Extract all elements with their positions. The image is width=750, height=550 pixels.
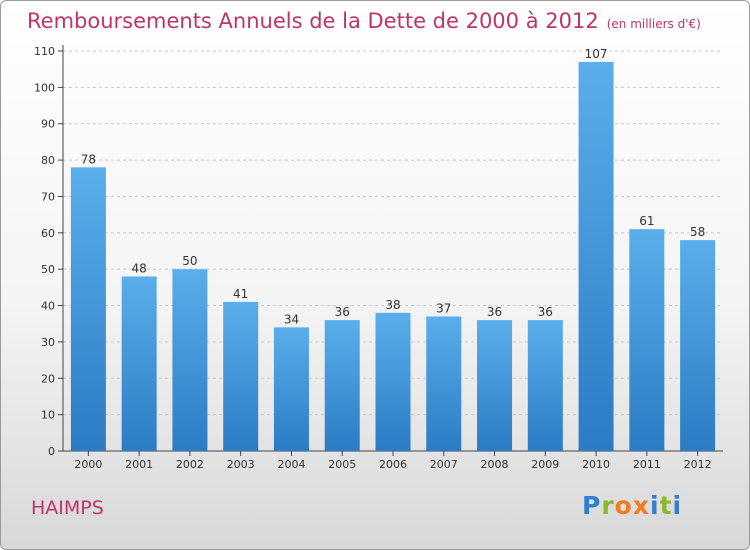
y-tick-label: 10 xyxy=(41,409,55,422)
y-tick-label: 90 xyxy=(41,118,55,131)
y-tick-label: 70 xyxy=(41,190,55,203)
data-label: 58 xyxy=(690,225,705,239)
y-tick-label: 100 xyxy=(34,81,55,94)
bar xyxy=(223,301,259,451)
x-tick-label: 2006 xyxy=(379,458,407,471)
y-tick-label: 20 xyxy=(41,372,55,385)
data-label: 50 xyxy=(182,254,197,268)
bar xyxy=(121,276,157,451)
x-tick-label: 2008 xyxy=(481,458,509,471)
y-tick-label: 40 xyxy=(41,300,55,313)
x-tick-label: 2010 xyxy=(582,458,610,471)
x-tick-label: 2012 xyxy=(684,458,712,471)
y-tick-label: 110 xyxy=(34,45,55,58)
logo-letter: x xyxy=(632,491,650,520)
x-tick-label: 2011 xyxy=(633,458,661,471)
y-tick-label: 0 xyxy=(48,445,55,458)
data-label: 41 xyxy=(233,287,248,301)
x-tick-label: 2009 xyxy=(531,458,559,471)
y-tick-label: 50 xyxy=(41,263,55,276)
bar xyxy=(324,320,360,451)
x-tick-label: 2005 xyxy=(328,458,356,471)
data-label: 36 xyxy=(335,305,350,319)
data-label: 36 xyxy=(538,305,553,319)
commune-name: HAIMPS xyxy=(31,497,104,519)
x-tick-label: 2001 xyxy=(125,458,153,471)
bar xyxy=(527,320,563,451)
logo-letter: r xyxy=(601,491,615,520)
data-label: 107 xyxy=(585,47,608,61)
data-label: 38 xyxy=(385,298,400,312)
x-tick-label: 2004 xyxy=(277,458,305,471)
bar xyxy=(629,229,665,451)
y-tick-label: 30 xyxy=(41,336,55,349)
data-label: 78 xyxy=(81,152,96,166)
x-tick-label: 2003 xyxy=(227,458,255,471)
bar xyxy=(172,269,208,451)
bar xyxy=(426,316,462,451)
logo-letter: i xyxy=(672,491,683,520)
data-label: 61 xyxy=(639,214,654,228)
labels: 78 48 50 41 34 36 38 37 36 36 107 61 58 xyxy=(81,47,706,326)
chart-title-text: Remboursements Annuels de la Dette de 20… xyxy=(27,9,599,33)
logo-letter: i xyxy=(650,491,660,520)
bars xyxy=(70,61,716,452)
x-tick-label: 2002 xyxy=(176,458,204,471)
x-tick-label: 2000 xyxy=(74,458,102,471)
bar xyxy=(375,312,411,451)
data-label: 37 xyxy=(436,301,451,315)
logo-letter: o xyxy=(614,491,633,520)
x-tick-label: 2007 xyxy=(430,458,458,471)
logo-letter: P xyxy=(582,491,602,520)
bar xyxy=(273,327,309,451)
data-label: 48 xyxy=(132,261,147,275)
bar xyxy=(477,320,513,451)
bar xyxy=(680,240,716,451)
logo-letter: t xyxy=(659,491,673,520)
data-label: 34 xyxy=(284,312,299,326)
chart-unit: (en milliers d'€) xyxy=(606,17,701,31)
bar xyxy=(70,167,106,451)
chart-title: Remboursements Annuels de la Dette de 20… xyxy=(27,9,701,33)
y-tick-label: 80 xyxy=(41,154,55,167)
data-label: 36 xyxy=(487,305,502,319)
y-tick-label: 60 xyxy=(41,227,55,240)
bar xyxy=(578,61,614,452)
proxiti-logo: Proxiti xyxy=(582,491,682,520)
